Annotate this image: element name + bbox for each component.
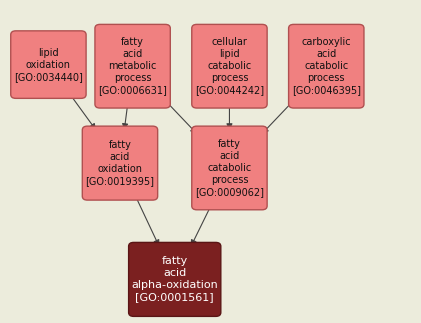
Text: lipid
oxidation
[GO:0034440]: lipid oxidation [GO:0034440] [14,47,83,82]
Text: fatty
acid
metabolic
process
[GO:0006631]: fatty acid metabolic process [GO:0006631… [98,37,167,95]
FancyBboxPatch shape [192,25,267,108]
FancyBboxPatch shape [192,126,267,210]
Text: fatty
acid
oxidation
[GO:0019395]: fatty acid oxidation [GO:0019395] [85,140,155,186]
Text: cellular
lipid
catabolic
process
[GO:0044242]: cellular lipid catabolic process [GO:004… [195,37,264,95]
FancyBboxPatch shape [129,242,221,317]
Text: fatty
acid
catabolic
process
[GO:0009062]: fatty acid catabolic process [GO:0009062… [195,139,264,197]
FancyBboxPatch shape [82,126,157,200]
FancyBboxPatch shape [95,25,170,108]
Text: fatty
acid
alpha-oxidation
[GO:0001561]: fatty acid alpha-oxidation [GO:0001561] [131,256,218,302]
Text: carboxylic
acid
catabolic
process
[GO:0046395]: carboxylic acid catabolic process [GO:00… [292,37,361,95]
FancyBboxPatch shape [11,31,86,98]
FancyBboxPatch shape [289,25,364,108]
